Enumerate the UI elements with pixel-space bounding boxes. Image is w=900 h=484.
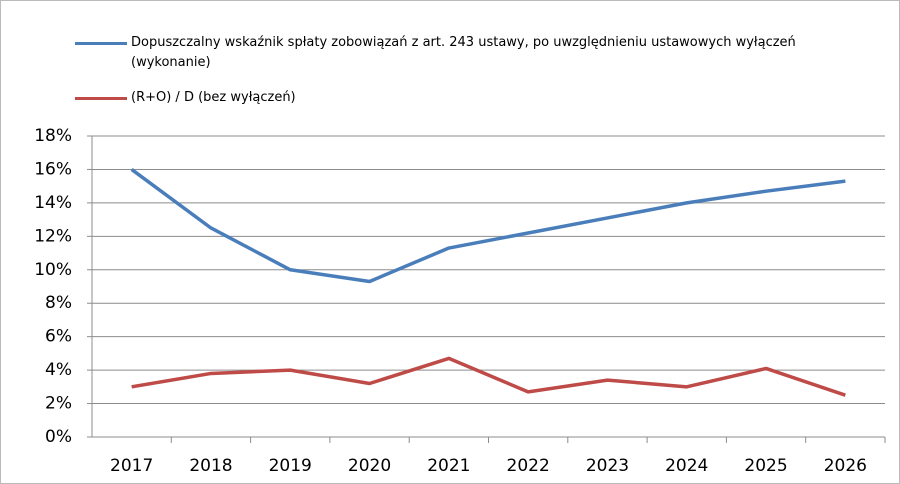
x-tick-label: 2025 — [744, 456, 787, 476]
x-tick-label: 2018 — [189, 456, 232, 476]
series-line — [131, 356, 846, 397]
y-tick-label: 18% — [34, 126, 72, 146]
legend-label: (R+O) / D (bez wyłączeń) — [131, 90, 296, 105]
y-tick-label: 12% — [34, 226, 72, 246]
y-tick-label: 6% — [45, 327, 72, 347]
x-tick-label: 2026 — [824, 456, 867, 476]
legend-label: Dopuszczalny wskaźnik spłaty zobowiązań … — [131, 35, 796, 70]
y-tick-label: 14% — [34, 193, 72, 213]
x-tick-label: 2020 — [348, 456, 391, 476]
y-tick-label: 16% — [34, 159, 72, 179]
x-tick-label: 2017 — [110, 456, 153, 476]
legend-swatch — [75, 42, 127, 45]
x-tick-label: 2019 — [269, 456, 312, 476]
y-tick-label: 8% — [45, 293, 72, 313]
x-tick-label: 2024 — [665, 456, 708, 476]
y-tick-label: 2% — [45, 394, 72, 414]
legend-swatch — [75, 97, 127, 100]
legend-entry: (R+O) / D (bez wyłączeń) — [75, 88, 861, 108]
y-tick-label: 0% — [45, 427, 72, 447]
legend-entry: Dopuszczalny wskaźnik spłaty zobowiązań … — [75, 33, 861, 73]
x-tick-label: 2022 — [507, 456, 550, 476]
y-tick-label: 10% — [34, 260, 72, 280]
x-tick-label: 2023 — [586, 456, 629, 476]
y-tick-label: 4% — [45, 360, 72, 380]
series-line — [130, 168, 846, 284]
x-tick-label: 2021 — [427, 456, 470, 476]
